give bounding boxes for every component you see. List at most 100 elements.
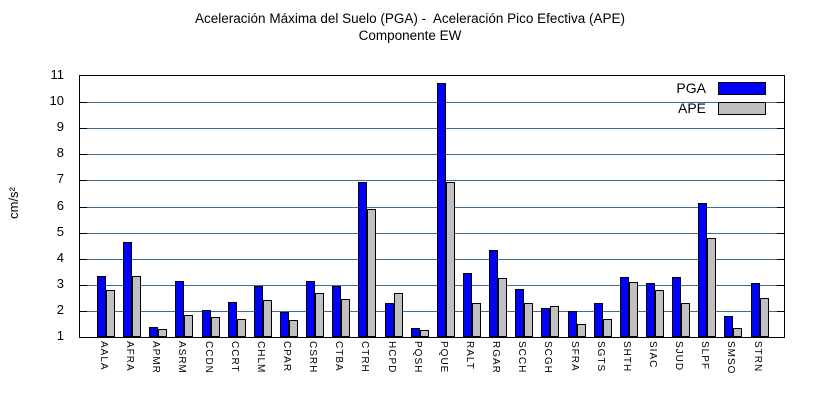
tick-mark [777, 128, 784, 129]
xtick-label-afra: AFRA [124, 341, 135, 372]
xtick-label-scgh: SCGH [542, 341, 553, 374]
tick-mark [80, 102, 87, 103]
bar-ape-pqsh [420, 330, 429, 337]
legend-label-pga: PGA [676, 80, 706, 96]
legend-row-ape: APE [670, 100, 766, 116]
bar-ape-sgts [603, 319, 612, 337]
bar-ape-slpf [707, 238, 716, 337]
xtick-label-shth: SHTH [621, 341, 632, 373]
xtick-label-sfra: SFRA [569, 341, 580, 372]
ytick-label-9: 9 [56, 119, 64, 134]
bar-ape-aala [106, 290, 115, 337]
xtick-label-ctrh: CTRH [359, 341, 370, 373]
bar-ape-apmr [158, 329, 167, 337]
chart-title-line2: Componente EW [358, 28, 462, 43]
bar-pga-scch [515, 289, 524, 337]
tick-mark [777, 259, 784, 260]
bar-pga-aala [97, 276, 106, 337]
xtick-label-sjud: SJUD [673, 341, 684, 372]
xtick-label-pqsh: PQSH [412, 341, 423, 374]
bar-ape-csrh [315, 293, 324, 337]
bar-pga-csrh [306, 281, 315, 337]
bar-ape-sjud [681, 303, 690, 337]
bar-pga-scgh [541, 308, 550, 337]
bar-pga-strn [751, 283, 760, 337]
bar-ape-scch [524, 303, 533, 337]
xtick-label-cpar: CPAR [281, 341, 292, 373]
xtick-label-slpf: SLPF [699, 341, 710, 371]
tick-mark [80, 207, 87, 208]
xtick-label-asrm: ASRM [176, 341, 187, 374]
bar-pga-ccdn [202, 310, 211, 337]
bar-pga-asrm [175, 281, 184, 337]
chart-title-line1: Aceleración Máxima del Suelo (PGA) - Ace… [195, 11, 625, 26]
bar-ape-smso [733, 328, 742, 337]
bar-pga-ctrh [358, 182, 367, 337]
xtick-label-apmr: APMR [150, 341, 161, 374]
xtick-label-rgar: RGAR [490, 341, 501, 374]
gridline-6 [80, 207, 784, 208]
ytick-label-2: 2 [56, 302, 64, 317]
bar-pga-pqsh [411, 328, 420, 337]
xtick-label-ccrt: CCRT [229, 341, 240, 373]
gridline-3 [80, 285, 784, 286]
legend-swatch-ape [718, 101, 766, 115]
bar-pga-siac [646, 283, 655, 337]
xtick-label-smso: SMSO [725, 341, 736, 375]
gridline-7 [80, 180, 784, 181]
bar-pga-shth [620, 277, 629, 337]
xtick-label-hcpd: HCPD [386, 341, 397, 374]
xtick-label-sgts: SGTS [595, 341, 606, 373]
bar-pga-apmr [149, 327, 158, 337]
bar-pga-cpar [280, 312, 289, 337]
gridline-8 [80, 154, 784, 155]
tick-mark [777, 154, 784, 155]
chart-title: Aceleración Máxima del Suelo (PGA) - Ace… [0, 10, 820, 44]
bar-ape-ccrt [237, 319, 246, 337]
ytick-label-3: 3 [56, 276, 64, 291]
legend-row-pga: PGA [670, 80, 766, 96]
tick-mark [80, 285, 87, 286]
tick-mark [80, 154, 87, 155]
bar-ape-ctrh [367, 209, 376, 337]
bar-ape-rgar [498, 278, 507, 337]
tick-mark [80, 259, 87, 260]
bar-ape-asrm [184, 315, 193, 337]
bar-pga-ccrt [228, 302, 237, 337]
ytick-label-6: 6 [56, 198, 64, 213]
xtick-label-scch: SCCH [516, 341, 527, 374]
bar-pga-smso [724, 316, 733, 337]
legend-swatch-pga [718, 81, 766, 95]
bar-ape-sfra [577, 324, 586, 337]
bar-ape-ralt [472, 303, 481, 337]
ytick-label-10: 10 [49, 93, 64, 108]
xtick-label-csrh: CSRH [307, 341, 318, 374]
xtick-label-pque: PQUE [438, 341, 449, 374]
bar-pga-rgar [489, 250, 498, 337]
gridline-9 [80, 128, 784, 129]
bar-ape-chlm [263, 300, 272, 337]
gridline-4 [80, 259, 784, 260]
ytick-label-4: 4 [56, 250, 64, 265]
tick-mark [777, 180, 784, 181]
xtick-label-siac: SIAC [647, 341, 658, 369]
bar-ape-hcpd [394, 293, 403, 337]
ytick-label-7: 7 [56, 171, 64, 186]
xtick-label-aala: AALA [98, 341, 109, 371]
xtick-label-ctba: CTBA [333, 341, 344, 372]
ytick-label-8: 8 [56, 145, 64, 160]
tick-mark [777, 207, 784, 208]
tick-mark [777, 233, 784, 234]
tick-mark [777, 102, 784, 103]
bar-ape-strn [760, 298, 769, 337]
tick-mark [80, 180, 87, 181]
bar-pga-pque [437, 83, 446, 337]
bar-pga-afra [123, 242, 132, 337]
ytick-label-11: 11 [50, 67, 65, 82]
bar-pga-ctba [332, 286, 341, 337]
bar-ape-afra [132, 276, 141, 337]
tick-mark [80, 128, 87, 129]
tick-mark [777, 285, 784, 286]
plot-area: PGA APE [79, 75, 785, 338]
